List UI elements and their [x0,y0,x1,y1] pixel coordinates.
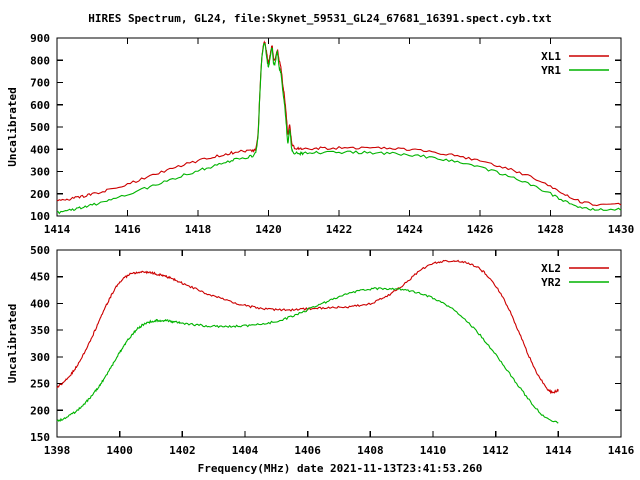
y-axis-title: Uncalibrated [6,87,19,166]
x-tick-label: 1400 [106,444,133,457]
legend-label-yr2: YR2 [541,276,561,289]
series-yr1 [56,42,622,215]
x-tick-label: 1414 [44,223,71,236]
panel-bottom: 1398 1400 1402 1404 1406 1408 1410 1412 1414 1416… [6,244,635,457]
y-tick-label: 500 [30,244,50,257]
y-tick-label: 200 [30,188,50,201]
y-tick-label: 300 [30,166,50,179]
y-tick-label: 700 [30,77,50,90]
page-title: HIRES Spectrum, GL24, file:Skynet_59531_… [88,12,552,25]
legend-label-xl1: XL1 [541,50,561,63]
x-tick-label: 1406 [294,444,321,457]
y-tick-label: 200 [30,404,50,417]
x-tick-label: 1416 [114,223,141,236]
x-tick-label: 1410 [420,444,447,457]
y-tick-label: 150 [30,431,50,444]
y-tick-label: 300 [30,351,50,364]
y-tick-label: 600 [30,99,50,112]
y-tick-label: 250 [30,378,50,391]
y-tick-label: 400 [30,297,50,310]
legend-label-xl2: XL2 [541,262,561,275]
x-tick-label: 1426 [467,223,494,236]
series-xl1 [56,40,622,207]
x-tick-label: 1402 [169,444,196,457]
y-tick-label: 100 [30,210,50,223]
x-tick-label: 1418 [185,223,212,236]
y-tick-label: 500 [30,121,50,134]
x-tick-label: 1414 [545,444,572,457]
x-tick-label: 1416 [608,444,635,457]
series-yr2 [56,287,559,424]
panel-top: 1414 1416 1418 1420 1422 1424 1426 1428 1430 100 2… [6,32,634,236]
x-tick-label: 1428 [537,223,564,236]
x-tick-label: 1408 [357,444,384,457]
y-axis-title: Uncalibrated [6,304,19,383]
x-tick-label: 1424 [396,223,423,236]
y-tick-label: 450 [30,271,50,284]
x-tick-label: 1430 [608,223,635,236]
x-axis-title: Frequency(MHz) date 2021-11-13T23:41:53.… [198,462,483,475]
legend-label-yr1: YR1 [541,64,561,77]
x-tick-label: 1412 [482,444,509,457]
series-xl2 [56,259,559,395]
x-tick-label: 1422 [326,223,353,236]
y-tick-label: 800 [30,54,50,67]
x-tick-label: 1420 [255,223,282,236]
y-tick-label: 900 [30,32,50,45]
y-tick-label: 350 [30,324,50,337]
x-tick-label: 1398 [44,444,71,457]
x-tick-label: 1404 [232,444,259,457]
y-tick-label: 400 [30,143,50,156]
